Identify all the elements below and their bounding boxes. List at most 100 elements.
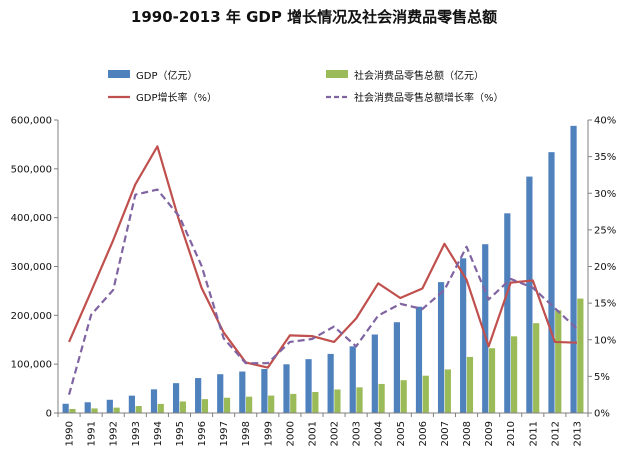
y-right-tick-label: 35% bbox=[594, 152, 616, 163]
bar-retail-1996 bbox=[201, 399, 209, 413]
x-tick-label: 2003 bbox=[352, 421, 363, 446]
y-right-tick-label: 25% bbox=[594, 225, 616, 236]
bar-gdp-2005 bbox=[393, 322, 400, 413]
bar-retail-2002 bbox=[334, 389, 341, 413]
bar-retail-1998 bbox=[246, 396, 253, 413]
y-right-tick-label: 20% bbox=[594, 262, 616, 273]
bar-retail-2006 bbox=[422, 375, 429, 413]
bar-retail-2010 bbox=[511, 336, 518, 413]
y-right-tick-label: 5% bbox=[594, 372, 610, 383]
bar-retail-2001 bbox=[312, 391, 319, 413]
x-tick-label: 2007 bbox=[440, 421, 451, 446]
y-right-tick-label: 40% bbox=[594, 116, 616, 127]
bar-retail-2003 bbox=[356, 387, 363, 413]
legend: GDP（亿元） 社会消费品零售总额（亿元） GDP增长率（%） 社会消费品零售总额增长… bbox=[108, 69, 504, 104]
bar-gdp-2003 bbox=[349, 346, 356, 413]
axes: 0 100,000 200,000 300,000 400,000 500,000 600,… bbox=[11, 116, 617, 447]
bar-retail-1993 bbox=[135, 406, 142, 413]
x-tick-label: 2006 bbox=[418, 421, 429, 446]
bar-retail-2012 bbox=[555, 310, 562, 413]
y-right-tick-label: 0% bbox=[594, 409, 610, 420]
line-retail-growth bbox=[67, 188, 578, 395]
bar-gdp-1999 bbox=[261, 368, 268, 413]
x-tick-label: 1997 bbox=[219, 421, 230, 446]
bar-retail-1991 bbox=[91, 408, 98, 413]
y-left-tick-label: 300,000 bbox=[11, 262, 52, 273]
x-tick-label: 1991 bbox=[87, 421, 98, 446]
bar-retail-2011 bbox=[533, 323, 540, 413]
x-tick-label: 1994 bbox=[153, 421, 164, 446]
y-left-tick-label: 0 bbox=[46, 409, 52, 420]
bar-gdp-1998 bbox=[239, 371, 246, 413]
legend-label: 社会消费品零售总额增长率（%） bbox=[354, 91, 504, 104]
x-tick-label: 2012 bbox=[550, 421, 561, 446]
x-tick-label: 2000 bbox=[285, 421, 296, 446]
legend-label: 社会消费品零售总额（亿元） bbox=[354, 69, 484, 82]
y-left-tick-label: 600,000 bbox=[11, 116, 52, 127]
bar-gdp-1991 bbox=[84, 402, 91, 413]
x-tick-label: 2002 bbox=[330, 421, 341, 446]
bar-gdp-2006 bbox=[415, 306, 423, 413]
bar-retail-1997 bbox=[223, 397, 231, 413]
bar-gdp-2001 bbox=[305, 359, 312, 413]
bar-retail-1999 bbox=[268, 395, 275, 413]
bar-retail-1992 bbox=[113, 407, 120, 413]
bar-gdp-2002 bbox=[327, 353, 334, 413]
bar-gdp-1990 bbox=[62, 403, 69, 413]
bar-gdp-1993 bbox=[128, 395, 135, 413]
bar-gdp-2010 bbox=[504, 213, 511, 413]
y-right-tick-label: 10% bbox=[594, 335, 616, 346]
bar-gdp-1996 bbox=[195, 378, 202, 413]
x-tick-label: 1996 bbox=[197, 421, 208, 446]
legend-label: GDP（亿元） bbox=[136, 69, 197, 82]
bar-gdp-2007 bbox=[437, 282, 445, 413]
legend-swatch bbox=[108, 70, 130, 78]
x-tick-label: 1992 bbox=[109, 421, 120, 446]
x-tick-label: 1999 bbox=[263, 421, 274, 446]
x-tick-label: 2009 bbox=[484, 421, 495, 446]
bar-gdp-2008 bbox=[460, 258, 467, 413]
x-tick-label: 2005 bbox=[396, 421, 407, 446]
bar-retail-1990 bbox=[69, 408, 76, 413]
bar-gdp-2009 bbox=[482, 244, 489, 413]
bar-gdp-2012 bbox=[548, 152, 555, 414]
bar-gdp-2013 bbox=[570, 125, 577, 413]
bar-retail-2000 bbox=[290, 393, 297, 413]
x-tick-label: 1998 bbox=[241, 421, 252, 446]
bar-retail-2008 bbox=[466, 356, 474, 413]
y-right-tick-label: 30% bbox=[594, 189, 616, 200]
bar-retail-1995 bbox=[179, 401, 186, 413]
x-tick-label: 2004 bbox=[374, 421, 385, 446]
bar-gdp-2004 bbox=[371, 334, 378, 413]
bar-retail-2007 bbox=[444, 369, 451, 413]
bar-gdp-1994 bbox=[150, 389, 158, 413]
x-tick-label: 2011 bbox=[528, 421, 539, 446]
bar-retail-1994 bbox=[157, 403, 164, 413]
x-tick-label: 2001 bbox=[307, 421, 318, 446]
line-gdp-growth bbox=[68, 145, 577, 369]
legend-swatch bbox=[326, 70, 348, 78]
bar-retail-2005 bbox=[400, 380, 407, 413]
x-tick-label: 2013 bbox=[572, 421, 583, 446]
bar-retail-2013 bbox=[577, 298, 584, 413]
x-tick-label: 1990 bbox=[65, 421, 76, 446]
chart-title: 1990-2013 年 GDP 增长情况及社会消费品零售总额 bbox=[131, 8, 497, 26]
plot-area bbox=[62, 125, 584, 414]
y-left-tick-label: 100,000 bbox=[11, 360, 52, 371]
bar-gdp-2011 bbox=[526, 176, 533, 413]
y-right-tick-label: 15% bbox=[594, 299, 616, 310]
bar-retail-2009 bbox=[488, 348, 496, 413]
bar-gdp-2000 bbox=[283, 364, 290, 413]
bar-gdp-1997 bbox=[217, 374, 224, 413]
bar-retail-2004 bbox=[378, 383, 385, 413]
legend-label: GDP增长率（%） bbox=[136, 91, 217, 104]
x-tick-label: 2010 bbox=[506, 421, 517, 446]
y-left-tick-label: 400,000 bbox=[11, 213, 52, 224]
x-tick-label: 1995 bbox=[175, 421, 186, 446]
y-left-tick-label: 500,000 bbox=[11, 164, 52, 175]
bar-gdp-1992 bbox=[106, 399, 113, 413]
y-left-tick-label: 200,000 bbox=[11, 311, 52, 322]
x-tick-label: 2008 bbox=[462, 421, 473, 446]
bar-gdp-1995 bbox=[172, 383, 180, 413]
